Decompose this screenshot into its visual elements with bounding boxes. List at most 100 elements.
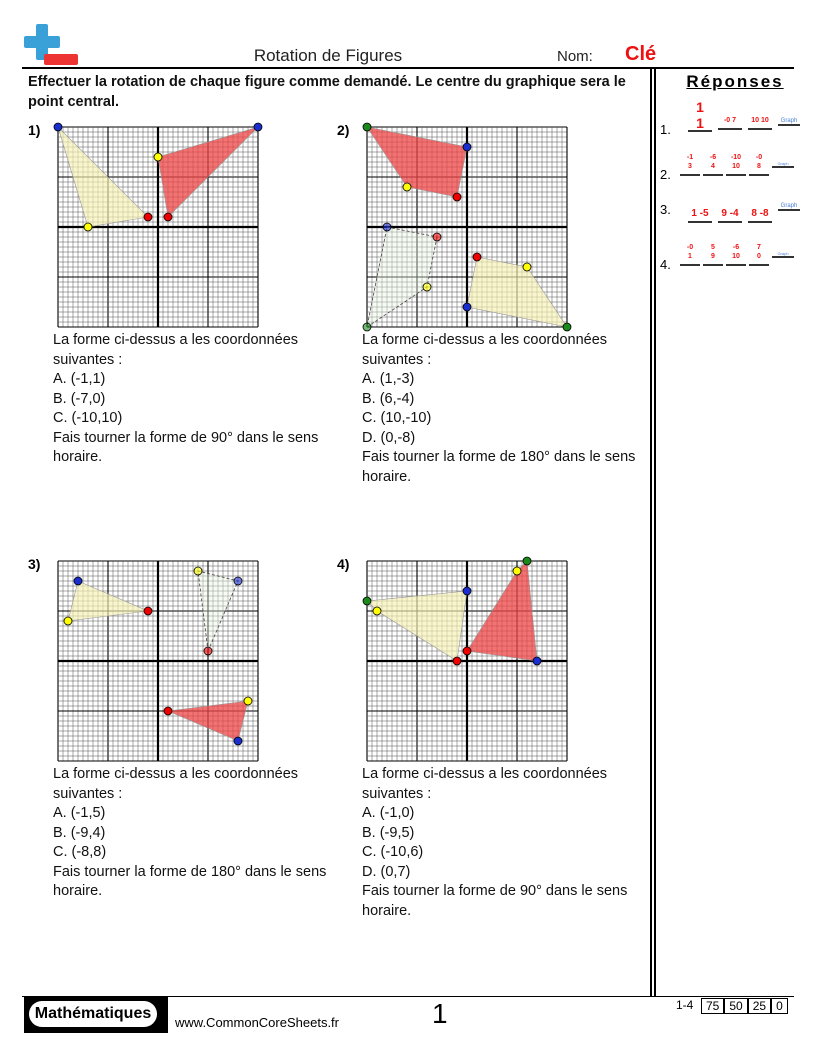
problem-text: La forme ci-dessus a les coordonnées sui…: [53, 765, 333, 902]
answer-top: -0: [686, 244, 694, 251]
graph-answer-link[interactable]: Graph: [778, 118, 800, 126]
answer-blank: -0 1: [680, 243, 700, 266]
answer-top: -10: [730, 154, 742, 161]
vertex-point: [432, 232, 442, 242]
vertex-point: [452, 656, 462, 666]
page-title: Rotation de Figures: [253, 46, 403, 65]
graph-answer-link[interactable]: Graph: [778, 203, 800, 211]
vertex-point: [163, 706, 173, 716]
vertex-point: [253, 122, 263, 132]
problem-line: A. (-1,1): [53, 371, 106, 387]
problem-line: Fais tourner la forme de 90° dans le sen…: [53, 429, 319, 466]
original-shape: [67, 580, 150, 622]
score-box: 50: [724, 998, 748, 1014]
score-box: 25: [747, 998, 772, 1014]
answer-bottom: 10: [732, 163, 740, 170]
graph-answer-link[interactable]: Graph: [772, 251, 794, 258]
column-divider: [654, 67, 656, 997]
answer-blank: 10 10: [748, 100, 772, 130]
vertex-point: [562, 322, 572, 332]
vertex-point: [362, 596, 372, 606]
vertex-point: [83, 222, 93, 232]
vertex-point: [372, 606, 382, 616]
problem-line: La forme ci-dessus a les coordonnées sui…: [53, 332, 299, 368]
answer-top: [748, 198, 772, 207]
problem-line: Fais tourner la forme de 90° dans le sen…: [362, 883, 628, 919]
problem-line: La forme ci-dessus a les coordonnées sui…: [362, 766, 608, 802]
vertex-point: [233, 576, 243, 586]
answer-top: -6: [709, 154, 717, 161]
vertex-point: [462, 646, 472, 656]
name-label: Nom:: [557, 48, 593, 65]
vertex-point: [73, 576, 83, 586]
vertex-point: [532, 656, 542, 666]
problem-line: C. (-10,6): [362, 844, 424, 860]
vertex-point: [143, 606, 153, 616]
problem-line: D. (0,-8): [362, 429, 416, 446]
answer-top: 1: [696, 99, 704, 115]
vertex-point: [362, 322, 372, 332]
answer-blank: -6 10: [726, 243, 746, 266]
vertex-point: [462, 302, 472, 312]
instructions: Effectuer la rotation de chaque figure c…: [28, 74, 626, 110]
vertex-point: [193, 566, 203, 576]
vertex-point: [462, 586, 472, 596]
answer-number: 2.: [660, 167, 671, 182]
answer-bottom: 4: [711, 163, 715, 170]
problem-text: La forme ci-dessus a les coordonnées sui…: [362, 765, 642, 921]
answer-bottom: 9 -4: [721, 208, 739, 219]
answer-bottom: 0: [757, 253, 761, 260]
graph-answer-link[interactable]: Graph: [772, 161, 794, 168]
vertex-point: [472, 252, 482, 262]
page-number: 1: [432, 998, 448, 1029]
answer-bottom: 1: [688, 253, 692, 260]
problem-line: D. (0,7): [362, 863, 411, 880]
answer-bottom: 1 -5: [691, 208, 709, 219]
vertex-point: [243, 696, 253, 706]
coordinate-grid: [57, 560, 259, 762]
problem-line: La forme ci-dessus a les coordonnées sui…: [53, 766, 299, 802]
brand-label: Mathématiques: [29, 1001, 157, 1027]
footer-divider: [22, 996, 794, 997]
rotated-shape: [166, 700, 249, 742]
vertex-point: [203, 646, 213, 656]
answer-bottom: 9: [711, 253, 715, 260]
coordinate-grid: [362, 556, 568, 762]
site-url: www.CommonCoreSheets.fr: [175, 1015, 339, 1030]
answer-row: 2. -1 3 -6 4 -10 10 -0 8 Graph: [660, 145, 810, 185]
vertex-point: [522, 262, 532, 272]
vertex-point: [452, 192, 462, 202]
answer-top: -6: [732, 244, 740, 251]
answer-bottom: 1: [696, 115, 704, 131]
answer-blank: -0 8: [749, 153, 769, 176]
answer-bottom: 8 -8: [751, 208, 769, 219]
answer-blank: -6 4: [703, 153, 723, 176]
answer-row: 3. 1 -5 9 -4 8 -8 Graph: [660, 190, 810, 230]
problem-line: B. (6,-4): [362, 390, 415, 407]
answer-top: -0: [755, 154, 763, 161]
vertex-point: [153, 152, 163, 162]
answer-bottom: 3: [688, 163, 692, 170]
answer-top: -1: [686, 154, 694, 161]
problem-line: C. (-10,10): [53, 410, 123, 426]
vertex-point: [382, 222, 392, 232]
answer-number: 4.: [660, 257, 671, 272]
answer-blank: 8 -8: [748, 198, 772, 223]
answer-blank: 1 -5: [688, 198, 712, 223]
answer-top: [718, 198, 742, 207]
vertex-point: [462, 142, 472, 152]
vertex-point: [522, 556, 532, 566]
problem-text: La forme ci-dessus a les coordonnées sui…: [362, 331, 642, 487]
answer-bottom: 10 10: [751, 117, 769, 124]
problem-line: A. (-1,5): [53, 805, 106, 821]
answer-top: 5: [711, 244, 715, 251]
problem-number: 3): [28, 556, 41, 572]
coordinate-grid: [53, 122, 263, 328]
vertex-point: [422, 282, 432, 292]
problem-number: 1): [28, 122, 41, 138]
column-divider: [650, 67, 652, 997]
original-shape: [57, 126, 149, 228]
problem-line: La forme ci-dessus a les coordonnées sui…: [362, 332, 608, 368]
